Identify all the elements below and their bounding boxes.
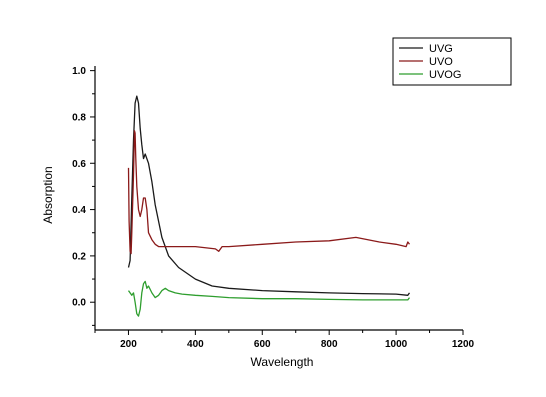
- x-tick-label: 400: [187, 339, 204, 350]
- series-line-uvog: [127, 280, 411, 317]
- y-tick-label: 0.8: [72, 112, 86, 123]
- y-tick-label: 0.6: [72, 159, 86, 170]
- y-tick-label: 0.2: [72, 251, 86, 262]
- axes: 200 400 600 800 1000 1200 0.0 0.2 0.4 0.6 0.8 1.0: [72, 66, 475, 350]
- x-tick-label: 200: [120, 339, 137, 350]
- y-tick-label: 0.0: [72, 298, 86, 309]
- legend-label-uvog: UVOG: [429, 69, 461, 81]
- legend-label-uvo: UVO: [429, 56, 453, 68]
- y-axis-title: Absorption: [41, 166, 55, 223]
- x-axis-title: Wavelength: [251, 355, 314, 369]
- x-tick-label: 1000: [385, 339, 408, 350]
- x-tick-label: 1200: [452, 339, 475, 350]
- legend-label-uvg: UVG: [429, 43, 453, 55]
- series-line-uvg: [127, 95, 411, 296]
- series-lines: [127, 95, 411, 317]
- series-line-uvo: [127, 130, 411, 255]
- x-tick-label: 600: [254, 339, 271, 350]
- y-tick-label: 0.4: [72, 205, 86, 216]
- x-tick-label: 800: [321, 339, 338, 350]
- y-tick-label: 1.0: [72, 66, 86, 77]
